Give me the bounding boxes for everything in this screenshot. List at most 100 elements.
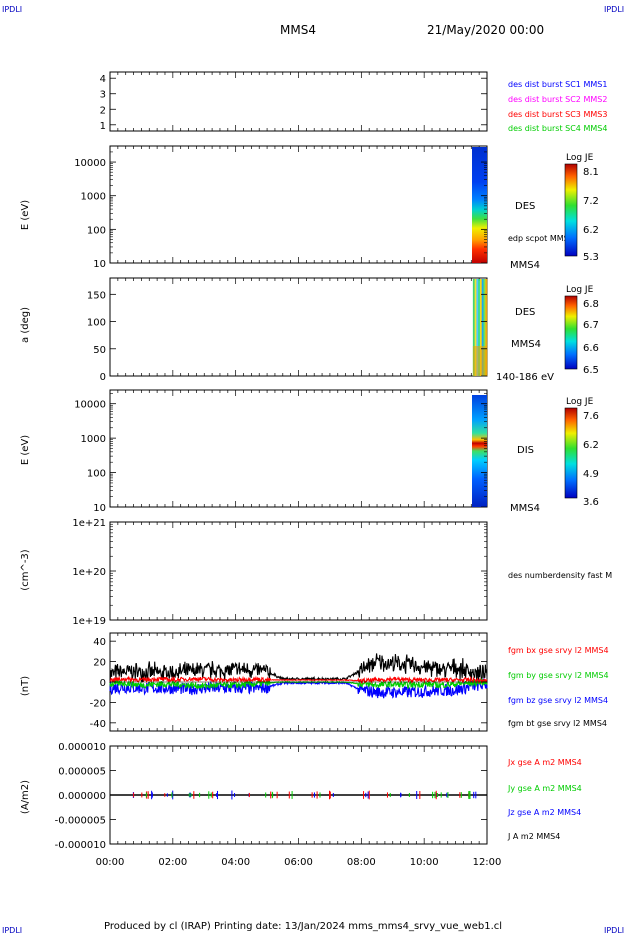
panel-frame (109, 389, 488, 508)
x-tick-label: 02:00 (158, 857, 187, 868)
pitch-stripe (472, 279, 475, 376)
colorbar-gradient (564, 407, 578, 499)
legend-entry: fgm by gse srvy l2 MMS4 (508, 671, 609, 680)
legend-entry: fgm bz gse srvy l2 MMS4 (508, 696, 608, 705)
date-time-title: 21/May/2020 00:00 (427, 23, 544, 37)
y-tick-label: 1e+20 (72, 567, 106, 578)
ylabel-current-density: (A/m2) (20, 780, 31, 814)
des-pitch-label: DES (515, 307, 535, 318)
y-tick-label: 0.000005 (58, 767, 106, 778)
legend-entry: Jx gse A m2 MMS4 (507, 758, 582, 767)
current-density-legend: Jx gse A m2 MMS4 Jy gse A m2 MMS4 Jz gse… (507, 758, 582, 841)
y-tick-label: 10000 (74, 400, 106, 411)
colorbar-tick: 3.6 (583, 497, 599, 508)
panel-frame (109, 71, 488, 132)
legend-entry: des dist burst SC2 MMS2 (508, 95, 607, 104)
colorbar-title: Log JE (566, 153, 594, 163)
des-energy-spectrogram (472, 147, 487, 263)
legend-entry: J A m2 MMS4 (507, 832, 560, 841)
ylabel-dis-energy: E (eV) (20, 435, 31, 465)
des-pitch-label-sc: MMS4 (511, 339, 541, 350)
pitch-stripe (479, 279, 482, 376)
legend-entry: Jz gse A m2 MMS4 (507, 808, 581, 817)
y-tick-label: 0 (100, 678, 106, 689)
des-energy-label-sc: MMS4 (510, 260, 540, 271)
dis-energy-burst-block (472, 395, 487, 507)
corner-label-top-right: IPDLI (604, 5, 624, 14)
magnetic-field-legend: fgm bx gse srvy l2 MMS4 fgm by gse srvy … (508, 646, 609, 728)
current-density-traces (110, 790, 487, 800)
spacecraft-title: MMS4 (280, 23, 316, 37)
des-pitch-energy-range: 140-186 eV (496, 372, 554, 383)
colorbar-title: Log JE (566, 397, 594, 407)
y-tick-label: -0.000010 (55, 840, 106, 851)
y-tick-label: 1e+21 (72, 518, 106, 529)
x-tick-label: 12:00 (473, 857, 502, 868)
corner-label-bottom-left: IPDLI (2, 926, 22, 934)
y-tick-label: 10000 (74, 158, 106, 169)
colorbar-tick: 7.2 (583, 196, 599, 207)
colorbar-des-energy: Log JE 8.1 7.2 6.2 5.3 (564, 153, 599, 263)
dis-energy-label: DIS (517, 445, 534, 456)
ylabel-magnetic-field: (nT) (20, 676, 31, 696)
y-tick-label: 1e+19 (72, 616, 106, 627)
y-tick-label: 100 (87, 318, 106, 329)
colorbar-tick: 6.5 (583, 365, 599, 376)
colorbar-tick: 5.3 (583, 252, 599, 263)
dis-energy-label-sc: MMS4 (510, 503, 540, 514)
legend-entry: des dist burst SC4 MMS4 (508, 124, 607, 133)
colorbar-tick: 4.9 (583, 469, 599, 480)
colorbar-dis-energy: Log JE 7.6 6.2 4.9 3.6 (564, 397, 599, 508)
colorbar-tick: 6.8 (583, 299, 599, 310)
y-tick-label: 40 (93, 637, 106, 648)
panel-frames (109, 71, 488, 845)
y-tick-label: 100 (87, 469, 106, 480)
y-tick-label: -0.000005 (55, 816, 106, 827)
panel-frame (109, 521, 488, 621)
y-tick-label: 10 (93, 259, 106, 270)
des-pitch-spectrogram (472, 279, 488, 376)
y-tick-label: 0.000000 (58, 791, 106, 802)
legend-entry: fgm bx gse srvy l2 MMS4 (508, 646, 609, 655)
density-legend: des numberdensity fast M (508, 571, 612, 580)
y-tick-label: 50 (93, 345, 106, 356)
des-energy-label: DES (515, 201, 535, 212)
pitch-stripe (485, 279, 488, 376)
x-tick-label: 10:00 (410, 857, 439, 868)
y-tick-label: -40 (90, 719, 106, 730)
pitch-stripe (478, 279, 481, 376)
colorbar-gradient (564, 163, 578, 257)
colorbar-tick: 6.2 (583, 440, 599, 451)
colorbar-tick: 8.1 (583, 167, 599, 178)
x-tick-label: 08:00 (347, 857, 376, 868)
des-energy-burst-block (472, 147, 487, 263)
colorbar-des-pitch: Log JE 6.8 6.7 6.6 6.5 (564, 285, 599, 376)
y-tick-label: -20 (90, 698, 106, 709)
colorbar-tick: 6.7 (583, 320, 599, 331)
y-tick-label: 10 (93, 503, 106, 514)
legend-entry: des dist burst SC1 MMS1 (508, 80, 607, 89)
series-line-fgm-bx-gse-srvy-l2-MMS4 (109, 675, 488, 685)
colorbar-tick: 6.2 (583, 225, 599, 236)
y-tick-label: 0.000010 (58, 742, 106, 753)
y-tick-label: 0 (100, 372, 106, 383)
colorbar-title: Log JE (566, 285, 594, 295)
y-tick-label: 2 (100, 105, 106, 116)
panel-frame (109, 145, 488, 264)
legend-entry: Jy gse A m2 MMS4 (507, 784, 582, 793)
legend-entry: des dist burst SC3 MMS3 (508, 110, 607, 119)
x-tick-label: 04:00 (221, 857, 250, 868)
y-tick-label: 20 (93, 658, 106, 669)
des-energy-label-scpot: edp scpot MMS4 (508, 234, 574, 243)
colorbar-tick: 6.6 (583, 343, 599, 354)
y-tick-label: 1000 (81, 192, 106, 203)
pitch-stripe (483, 279, 486, 376)
dis-energy-spectrogram (472, 395, 487, 507)
ylabel-density: (cm^-3) (20, 549, 31, 590)
corner-label-top-left: IPDLI (2, 5, 22, 14)
panel-frame (109, 277, 488, 377)
x-tick-label: 06:00 (284, 857, 313, 868)
y-tick-label: 3 (100, 90, 106, 101)
legend-entry: fgm bt gse srvy l2 MMS4 (508, 719, 607, 728)
pitch-stripe (481, 279, 484, 376)
